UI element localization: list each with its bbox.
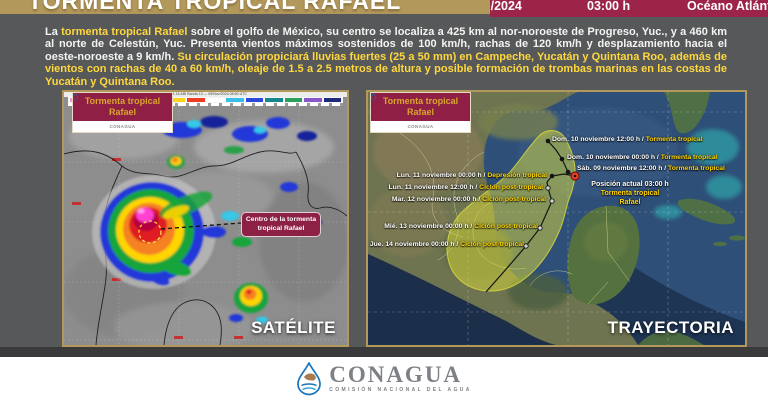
center-pointer-line [160,222,242,230]
waypoint-label: Jue. 14 noviembre 00:00 h / Ciclón post-… [369,241,524,248]
waypoint-label: Lun. 11 noviembre 00:00 h / Depresión tr… [396,172,547,179]
waypoint-label: Lun. 11 noviembre 12:00 h / Ciclón post-… [388,184,543,191]
badge-title: Tormenta tropical [382,96,459,106]
waypoint-label: Dom. 10 noviembre 12:00 h / Tormenta tro… [552,136,703,143]
conagua-logo-icon [297,361,322,395]
header-meta-band: 09/noviembre/2024 03:00 h Océano Atlánti… [490,0,768,17]
track-line [485,140,576,293]
storm-center-label: Centro de la tormenta tropical Rafael [241,212,321,237]
waypoint-label: Dom. 10 noviembre 00:00 h / Tormenta tro… [567,154,718,161]
divider-band [0,347,768,357]
current-position-marker [570,171,580,181]
title-band: TORMENTA TROPICAL RAFAEL [0,0,490,14]
summary-segment-warning: Su circulación propiciará lluvias fuerte… [45,50,727,88]
ocean-basin-label: Océano Atlántico [687,0,768,13]
storm-badge: Tormenta tropical Rafael CONAGUA [72,92,173,133]
org-name: CONAGUA [329,362,463,387]
trajectory-panel: Tormenta tropical Rafael CONAGUA Dom. 10… [366,90,747,347]
satellite-panel: GOES-16 ABI Banda 13 — 09/Nov/2024 08:50… [62,90,349,347]
trajectory-map [368,92,745,345]
badge-storm-name: Rafael [406,107,434,117]
badge-logo-strip: CONAGUA [371,93,470,132]
badge-title: Tormenta tropical [84,96,161,106]
waypoint-label: Sáb. 09 noviembre 12:00 h / Tormenta tro… [577,165,725,172]
footer: CONAGUA COMISIÓN NACIONAL DEL AGUA [0,357,768,400]
forecast-cone [446,130,576,292]
summary-segment: sobre el golfo de México, su centro se l… [45,26,727,63]
footer-org-block: CONAGUA COMISIÓN NACIONAL DEL AGUA [329,362,472,393]
waypoint-label: Mié. 13 noviembre 00:00 h / Ciclón post-… [384,223,538,230]
badge-logo-strip: CONAGUA [73,93,172,132]
bulletin-time: 03:00 h [587,0,631,13]
satellite-info-bar: GOES-16 ABI Banda 13 — 09/Nov/2024 08:50… [64,92,347,97]
advisory-summary: La tormenta tropical Rafael sobre el gol… [45,26,727,88]
badge-org-label: CONAGUA [407,124,434,129]
trajectory-caption: TRAYECTORIA [607,318,734,337]
current-position-label: Posición actual 03:00 h Tormenta tropica… [591,181,669,206]
summary-segment-storm-name: tormenta tropical Rafael [61,26,188,38]
conagua-drop-icon [371,93,376,100]
conagua-drop-icon [73,93,78,100]
track-points [523,138,571,249]
summary-segment: La [45,26,62,38]
badge-org-label: CONAGUA [109,124,136,129]
ir-scale-numbers [68,103,343,106]
badge-storm-name: Rafael [108,107,136,117]
page-title: TORMENTA TROPICAL RAFAEL [28,0,402,14]
storm-badge: Tormenta tropical Rafael CONAGUA [370,92,471,133]
waypoint-label: Mar. 12 noviembre 00:00 h / Ciclón post-… [391,196,546,203]
storm-center-circle [138,220,162,244]
org-subtitle: COMISIÓN NACIONAL DEL AGUA [329,387,472,393]
satellite-caption: SATÉLITE [251,318,336,337]
bulletin-date: 09/noviembre/2024 [490,0,522,13]
